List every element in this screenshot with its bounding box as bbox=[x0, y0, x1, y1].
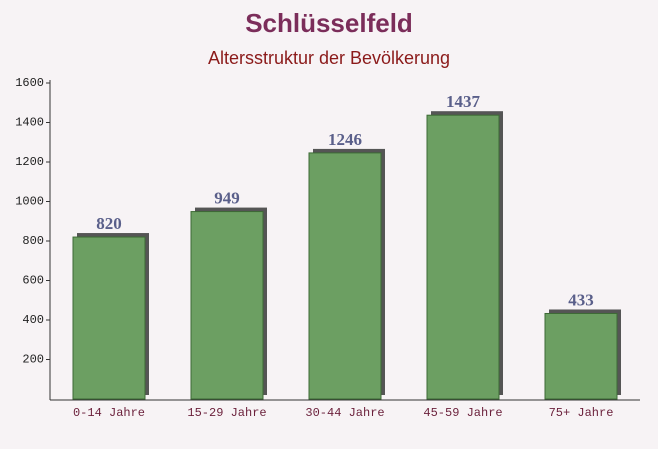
value-label: 949 bbox=[214, 189, 240, 208]
y-tick-label: 200 bbox=[22, 353, 44, 367]
x-tick-label: 45-59 Jahre bbox=[423, 406, 502, 420]
x-tick-label: 30-44 Jahre bbox=[305, 406, 384, 420]
value-label: 433 bbox=[568, 290, 594, 309]
bar bbox=[308, 152, 382, 400]
x-tick-label: 15-29 Jahre bbox=[187, 406, 266, 420]
y-tick-label: 400 bbox=[22, 313, 44, 327]
bar bbox=[190, 211, 264, 400]
y-tick-label: 600 bbox=[22, 274, 44, 288]
value-label: 820 bbox=[96, 214, 122, 233]
bar bbox=[426, 114, 500, 400]
chart-subtitle: Altersstruktur der Bevölkerung bbox=[208, 48, 450, 68]
x-tick-label: 0-14 Jahre bbox=[73, 406, 145, 420]
bar bbox=[72, 236, 146, 400]
y-tick-label: 1200 bbox=[15, 155, 44, 169]
y-tick-label: 1600 bbox=[15, 76, 44, 90]
y-tick-label: 800 bbox=[22, 234, 44, 248]
x-tick-label: 75+ Jahre bbox=[549, 406, 614, 420]
y-tick-label: 1000 bbox=[15, 195, 44, 209]
value-label: 1246 bbox=[328, 130, 362, 149]
chart-title: Schlüsselfeld bbox=[245, 8, 413, 38]
y-tick-label: 1400 bbox=[15, 116, 44, 130]
value-label: 1437 bbox=[446, 92, 481, 111]
bar bbox=[544, 312, 618, 400]
